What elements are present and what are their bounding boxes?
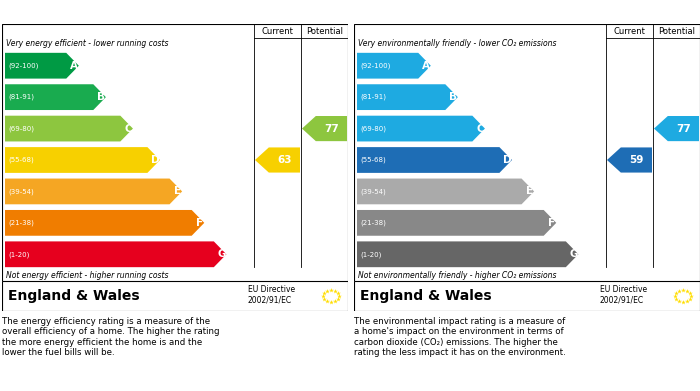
Text: Very energy efficient - lower running costs: Very energy efficient - lower running co… (6, 39, 169, 48)
Text: Not environmentally friendly - higher CO₂ emissions: Not environmentally friendly - higher CO… (358, 271, 556, 280)
Text: E: E (526, 187, 533, 196)
Text: G: G (218, 249, 226, 259)
Text: B: B (449, 92, 458, 102)
Polygon shape (5, 116, 133, 142)
Text: E: E (174, 187, 181, 196)
Text: (39-54): (39-54) (8, 188, 34, 195)
Text: (81-91): (81-91) (360, 94, 386, 100)
Text: Potential: Potential (658, 27, 695, 36)
Polygon shape (357, 241, 578, 267)
Text: (21-38): (21-38) (8, 220, 34, 226)
Polygon shape (5, 84, 106, 110)
Polygon shape (255, 147, 300, 172)
Text: (69-80): (69-80) (360, 126, 386, 132)
Text: Environmental Impact (CO₂) Rating: Environmental Impact (CO₂) Rating (359, 7, 592, 20)
Text: (1-20): (1-20) (360, 251, 382, 258)
Text: Very environmentally friendly - lower CO₂ emissions: Very environmentally friendly - lower CO… (358, 39, 556, 48)
Text: C: C (125, 124, 132, 134)
Text: (1-20): (1-20) (8, 251, 29, 258)
Text: Current: Current (262, 27, 293, 36)
Text: EU Directive
2002/91/EC: EU Directive 2002/91/EC (600, 285, 647, 304)
Text: G: G (570, 249, 578, 259)
Polygon shape (357, 179, 534, 204)
Text: (81-91): (81-91) (8, 94, 34, 100)
Text: (55-68): (55-68) (8, 157, 34, 163)
Text: (55-68): (55-68) (360, 157, 386, 163)
Polygon shape (357, 53, 430, 79)
Text: (21-38): (21-38) (360, 220, 386, 226)
Text: D: D (503, 155, 512, 165)
Polygon shape (5, 241, 226, 267)
Text: C: C (477, 124, 484, 134)
Text: (92-100): (92-100) (360, 63, 391, 69)
Polygon shape (5, 210, 204, 236)
Text: 59: 59 (629, 155, 643, 165)
Text: A: A (422, 61, 430, 71)
Text: England & Wales: England & Wales (8, 289, 139, 303)
Text: A: A (71, 61, 78, 71)
Polygon shape (357, 116, 485, 142)
Polygon shape (607, 147, 652, 172)
Polygon shape (357, 210, 556, 236)
Polygon shape (5, 147, 160, 173)
Text: The energy efficiency rating is a measure of the
overall efficiency of a home. T: The energy efficiency rating is a measur… (2, 317, 220, 357)
Text: F: F (548, 218, 555, 228)
Polygon shape (5, 179, 182, 204)
Text: B: B (97, 92, 106, 102)
Text: Current: Current (614, 27, 645, 36)
Text: D: D (151, 155, 160, 165)
Polygon shape (302, 116, 347, 141)
Text: Energy Efficiency Rating: Energy Efficiency Rating (7, 7, 169, 20)
Text: 63: 63 (277, 155, 292, 165)
Text: 77: 77 (676, 124, 691, 134)
Polygon shape (654, 116, 699, 141)
Polygon shape (5, 53, 79, 79)
Text: F: F (196, 218, 204, 228)
Text: (92-100): (92-100) (8, 63, 38, 69)
Text: (39-54): (39-54) (360, 188, 386, 195)
Text: England & Wales: England & Wales (360, 289, 491, 303)
Text: 77: 77 (324, 124, 339, 134)
Polygon shape (357, 147, 512, 173)
Text: Potential: Potential (306, 27, 343, 36)
Text: (69-80): (69-80) (8, 126, 34, 132)
Text: Not energy efficient - higher running costs: Not energy efficient - higher running co… (6, 271, 169, 280)
Text: EU Directive
2002/91/EC: EU Directive 2002/91/EC (248, 285, 295, 304)
Text: The environmental impact rating is a measure of
a home's impact on the environme: The environmental impact rating is a mea… (354, 317, 566, 357)
Polygon shape (357, 84, 458, 110)
